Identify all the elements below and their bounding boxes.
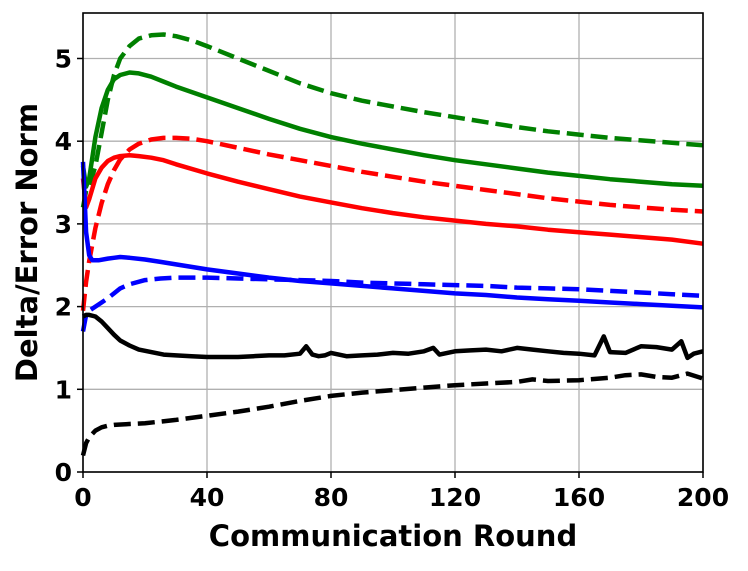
grid — [82, 13, 704, 473]
series-line-1-dashed — [80, 32, 704, 208]
x-tick-label: 40 — [190, 483, 225, 512]
series-line-7-dashed — [80, 371, 704, 457]
y-tick-label: 3 — [55, 210, 72, 239]
plot-frame — [82, 12, 704, 473]
x-tick-label: 80 — [314, 483, 349, 512]
x-axis-label: Communication Round — [209, 519, 577, 553]
y-tick-label: 2 — [55, 293, 72, 322]
series-line-4-solid — [80, 161, 704, 310]
series-layer — [80, 32, 704, 457]
y-tick-label: 4 — [55, 127, 72, 156]
series-line-3-dashed — [80, 135, 704, 311]
y-tick-label: 5 — [55, 44, 72, 73]
y-axis-label: Delta/Error Norm — [10, 103, 44, 382]
series-line-6-solid — [81, 312, 704, 361]
x-tick-label: 0 — [74, 483, 91, 512]
x-tick-label: 200 — [677, 483, 729, 512]
series-line-2-solid — [80, 152, 704, 246]
series-line-0-solid — [80, 70, 704, 189]
y-tick-label: 1 — [55, 375, 72, 404]
y-axis-ticks: 0 1 2 3 4 5 — [55, 44, 83, 487]
x-tick-label: 160 — [553, 483, 605, 512]
x-tick-label: 120 — [429, 483, 481, 512]
x-axis-ticks: 0 40 80 120 160 200 — [74, 472, 729, 512]
y-tick-label: 0 — [55, 458, 72, 487]
